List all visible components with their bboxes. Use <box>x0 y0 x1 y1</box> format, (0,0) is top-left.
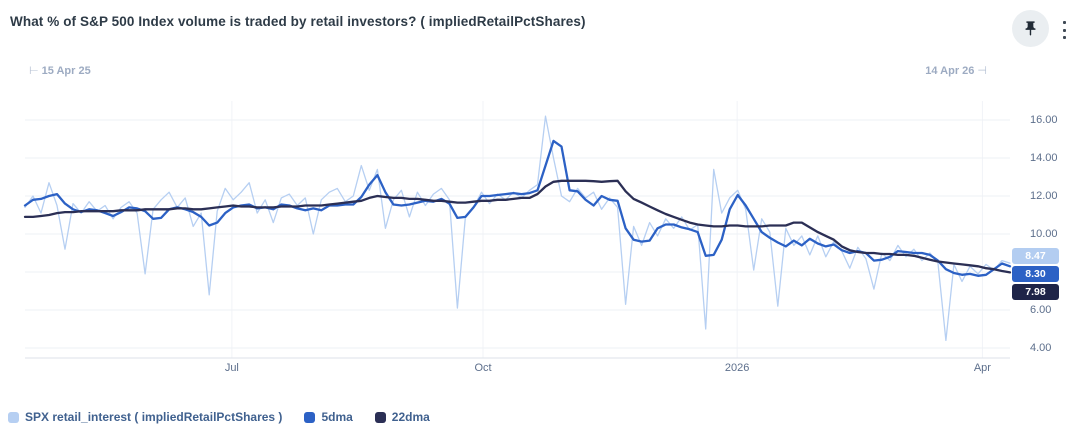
chart-canvas[interactable] <box>0 95 1080 395</box>
x-tick-label: Jul <box>224 362 239 374</box>
legend-label: SPX retail_interest ( impliedRetailPctSh… <box>25 410 283 424</box>
pin-button[interactable] <box>1012 10 1049 47</box>
push-pin-icon <box>1025 21 1036 36</box>
range-end-date: 14 Apr 26 <box>925 65 975 77</box>
y-tick-label: 6.00 <box>1030 304 1052 316</box>
last-value-badge: 8.47 <box>1012 248 1059 264</box>
series-line-spx <box>24 115 1011 342</box>
legend-item-5dma[interactable]: 5dma <box>304 410 353 424</box>
x-tick-label: 2026 <box>724 362 750 374</box>
range-start-label: ⊢ 15 Apr 25 <box>26 64 91 77</box>
legend-swatch-icon <box>8 411 19 423</box>
range-end-label: 14 Apr 26 ⊣ <box>925 64 990 77</box>
last-value-badge: 7.98 <box>1012 284 1059 300</box>
y-tick-label: 12.00 <box>1030 190 1058 202</box>
legend-label: 5dma <box>321 410 353 424</box>
series-line-5dma <box>23 139 1012 277</box>
legend-item-22dma[interactable]: 22dma <box>374 410 430 424</box>
y-tick-label: 14.00 <box>1030 152 1058 164</box>
kebab-dot <box>1062 28 1066 32</box>
legend-swatch-icon <box>374 411 386 423</box>
kebab-dot <box>1062 36 1066 39</box>
y-tick-label: 10.00 <box>1030 228 1058 240</box>
legend-item-spx[interactable]: SPX retail_interest ( impliedRetailPctSh… <box>8 410 282 424</box>
legend-label: 22dma <box>391 410 430 424</box>
x-tick-label: Apr <box>973 362 991 374</box>
y-tick-label: 4.00 <box>1030 342 1052 354</box>
kebab-dot <box>1062 21 1066 24</box>
kebab-menu-button[interactable] <box>1059 21 1069 39</box>
y-tick-label: 16.00 <box>1030 114 1058 126</box>
x-tick-label: Oct <box>474 362 492 374</box>
last-value-badge: 8.30 <box>1012 266 1059 282</box>
series-line-22dma <box>23 179 1012 274</box>
legend: SPX retail_interest ( impliedRetailPctSh… <box>8 410 430 424</box>
page-title: What % of S&P 500 Index volume is traded… <box>10 14 586 29</box>
range-end-tick-icon: ⊣ <box>977 65 987 77</box>
legend-swatch-icon <box>304 411 316 423</box>
chart-area <box>0 95 1080 395</box>
range-start-tick-icon: ⊢ <box>29 65 39 77</box>
range-start-date: 15 Apr 25 <box>41 65 91 77</box>
